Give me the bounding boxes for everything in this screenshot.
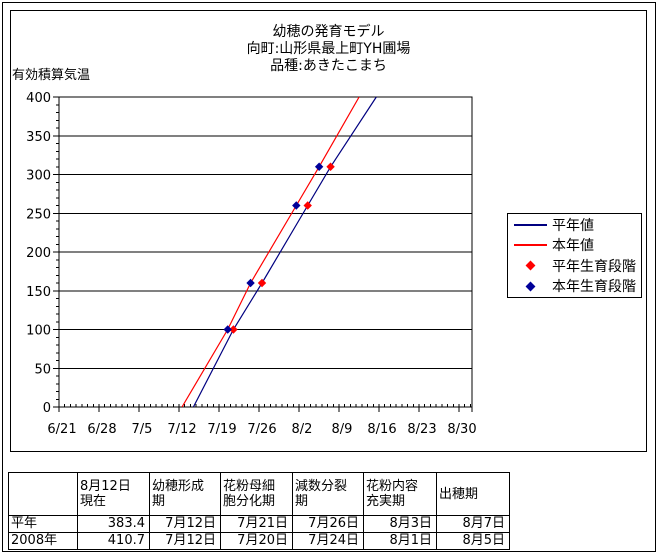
series-marker-3 — [314, 162, 324, 171]
legend-row-heinen-stage: 平年生育段階 — [508, 256, 641, 276]
table-corner-cell — [8, 472, 78, 516]
x-tick-label: 8/23 — [407, 422, 436, 437]
table-row-2008: 2008年 410.7 7月12日 7月20日 7月24日 8月1日 8月5日 — [8, 532, 510, 550]
row-label: 平年 — [8, 515, 78, 533]
x-tick-label: 7/12 — [167, 422, 196, 437]
plot-area: 6/21 6/28 7/5 7/12 7/19 7/26 8/2 8/9 8/16 8/23 8/3… — [26, 91, 476, 437]
legend-label: 平年値 — [552, 217, 594, 234]
table-cell: 8月3日 — [363, 515, 437, 533]
chart-title: 幼穂の発育モデル — [272, 24, 385, 40]
table-cell: 7月26日 — [292, 515, 364, 533]
series-line-1 — [181, 96, 360, 408]
y-tick-label: 100 — [26, 324, 51, 339]
x-tick-label: 8/9 — [332, 422, 353, 437]
x-tick-label: 6/28 — [87, 422, 116, 437]
diamond-marker-icon — [525, 281, 535, 292]
col-header-meiosis: 減数分裂 期 — [292, 472, 364, 516]
y-tick-label: 0 — [43, 401, 51, 416]
series-marker-2 — [303, 201, 312, 210]
table-header-row: 8月12日 現在 幼穂形成 期 花粉母細 胞分化期 減数分裂 期 花粉内容 充実… — [8, 472, 510, 516]
y-tick-label: 300 — [26, 169, 51, 184]
line-sample-icon — [513, 223, 547, 226]
table-cell: 8月5日 — [436, 532, 510, 550]
legend-row-honnen-line: 本年値 — [508, 235, 641, 255]
x-tick-label: 6/21 — [47, 422, 76, 437]
chart-title-block: 幼穂の発育モデル 向町:山形県最上町YH圃場 品種:あきたこまち — [11, 24, 646, 75]
table-cell: 383.4 — [77, 515, 150, 533]
x-tick-label: 8/16 — [367, 422, 396, 437]
table-cell: 7月12日 — [149, 515, 221, 533]
table-cell: 7月20日 — [220, 532, 293, 550]
chart-subtitle-location: 向町:山形県最上町YH圃場 — [246, 41, 411, 57]
legend-swatch-area — [508, 281, 552, 292]
diamond-marker-icon — [525, 260, 535, 271]
x-tick-label: 7/5 — [132, 422, 153, 437]
legend-label: 本年生育段階 — [552, 279, 636, 296]
x-tick-label: 8/2 — [292, 422, 313, 437]
table-row-heinen: 平年 383.4 7月12日 7月21日 7月26日 8月3日 8月7日 — [8, 515, 510, 533]
y-tick-label: 150 — [26, 285, 51, 300]
col-header-pollen-filling: 花粉内容 充実期 — [363, 472, 437, 516]
series-marker-2 — [229, 325, 238, 334]
table-cell: 7月21日 — [220, 515, 293, 533]
y-tick-label: 400 — [26, 91, 51, 106]
legend-label: 平年生育段階 — [552, 258, 636, 275]
row-label: 2008年 — [8, 532, 78, 550]
series-marker-3 — [223, 325, 232, 334]
legend-swatch-area — [508, 260, 552, 271]
table-cell: 410.7 — [77, 532, 150, 550]
series-marker-2 — [326, 162, 335, 171]
series-marker-3 — [246, 278, 255, 288]
legend-row-heinen-line: 平年値 — [508, 215, 641, 235]
y-tick-label: 250 — [26, 207, 51, 222]
col-header-pollen-mother-cell: 花粉母細 胞分化期 — [220, 472, 293, 516]
col-header-heading: 出穂期 — [436, 472, 510, 516]
chart-subtitle-variety: 品種:あきたこまち — [270, 58, 387, 74]
y-axis-title: 有効積算気温 — [12, 68, 91, 83]
series-line-0 — [192, 96, 377, 408]
legend-row-honnen-stage: 本年生育段階 — [508, 276, 641, 296]
y-tick-label: 350 — [26, 130, 51, 145]
table-cell: 8月1日 — [363, 532, 437, 550]
y-tick-label: 50 — [34, 362, 51, 377]
series-marker-3 — [292, 201, 301, 210]
legend-label: 本年値 — [552, 238, 594, 255]
table-cell: 8月7日 — [436, 515, 510, 533]
col-header-current: 8月12日 現在 — [77, 472, 150, 516]
x-tick-label: 7/19 — [207, 422, 236, 437]
series-marker-2 — [257, 278, 267, 288]
legend-swatch-area — [508, 244, 552, 247]
x-tick-label: 8/30 — [447, 422, 476, 437]
table-cell: 7月12日 — [149, 532, 221, 550]
legend-swatch-area — [508, 223, 552, 226]
col-header-panicle-formation: 幼穂形成 期 — [149, 472, 221, 516]
chart-box: 6/21 6/28 7/5 7/12 7/19 7/26 8/2 8/9 8/16 8/23 8/3… — [10, 10, 647, 452]
stages-table: 8月12日 現在 幼穂形成 期 花粉母細 胞分化期 減数分裂 期 花粉内容 充実… — [8, 472, 510, 550]
table-cell: 7月24日 — [292, 532, 364, 550]
legend: 平年値 本年値 平年生育段階 本年生育段階 — [507, 213, 642, 298]
x-tick-label: 7/26 — [247, 422, 276, 437]
line-sample-icon — [513, 244, 547, 247]
y-tick-label: 200 — [26, 246, 51, 261]
